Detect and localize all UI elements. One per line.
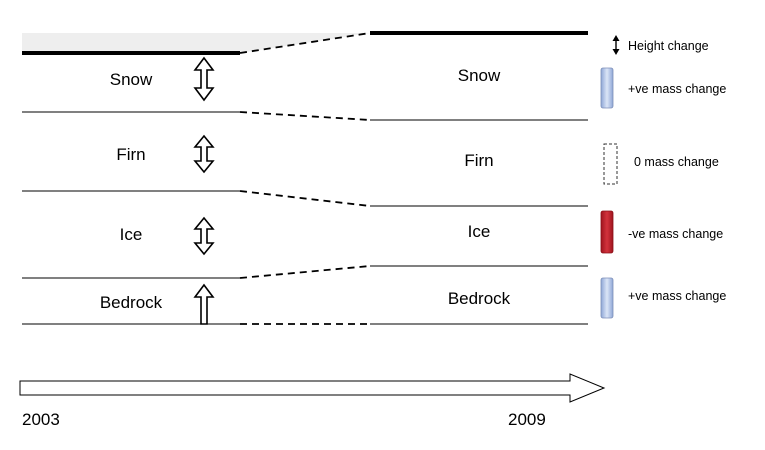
layer-label-snow-2003: Snow (110, 70, 153, 89)
legend: Height change +ve mass change 0 mass cha… (600, 35, 726, 319)
legend-height-change: Height change (628, 39, 709, 53)
negative-mass-swatch (600, 210, 614, 254)
transition-firn-ice (239, 190, 371, 207)
layer-label-snow-2009: Snow (458, 66, 501, 85)
up-arrow-icon (193, 283, 215, 325)
transition-snow-firn (239, 111, 371, 121)
positive-mass-swatch-bedrock (600, 277, 614, 319)
layer-label-firn-2003: Firn (116, 145, 145, 164)
timeline-start-year: 2003 (22, 410, 60, 429)
height-change-icon (612, 35, 620, 55)
surface-band-2003 (22, 33, 240, 53)
double-arrow-icon (193, 216, 215, 256)
double-arrow-icon (193, 134, 215, 174)
zero-mass-swatch (603, 143, 618, 185)
legend-zero-mass: 0 mass change (634, 155, 719, 169)
transition-ice-bedrock (239, 265, 371, 279)
positive-mass-swatch (600, 67, 614, 109)
layer-label-ice-2009: Ice (468, 222, 491, 241)
double-arrow-icon (193, 56, 215, 102)
legend-negative-mass: -ve mass change (628, 227, 723, 241)
timeline-end-year: 2009 (508, 410, 546, 429)
legend-positive-mass: +ve mass change (628, 82, 726, 96)
surface-transition-line (239, 32, 371, 54)
layer-label-ice-2003: Ice (120, 225, 143, 244)
timeline-arrow (19, 373, 606, 403)
layer-label-bedrock-2009: Bedrock (448, 289, 511, 308)
layer-label-firn-2009: Firn (464, 151, 493, 170)
layer-label-bedrock-2003: Bedrock (100, 293, 163, 312)
legend-positive-mass-bedrock: +ve mass change (628, 289, 726, 303)
